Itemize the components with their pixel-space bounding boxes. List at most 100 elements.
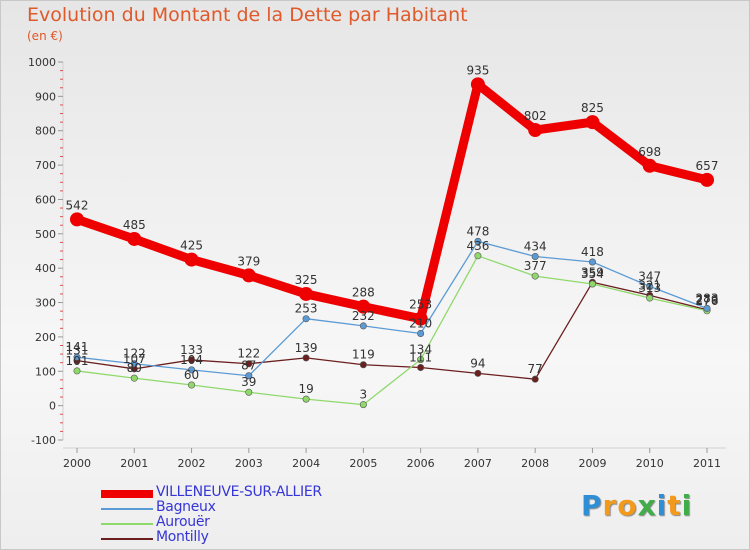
data-label: 104: [180, 353, 203, 367]
data-point: [73, 367, 81, 375]
series-line: [76, 255, 708, 406]
data-point: [470, 77, 485, 92]
data-point: [531, 375, 539, 383]
data-label: 101: [66, 354, 89, 368]
data-label: 141: [66, 340, 89, 354]
y-tick-label: 200: [35, 331, 56, 344]
series-line: [76, 240, 708, 377]
data-point: [588, 258, 596, 266]
data-point: [356, 299, 371, 314]
data-point: [184, 252, 199, 267]
logo-letter: r: [602, 489, 618, 522]
data-label: 122: [123, 347, 146, 361]
data-point: [130, 374, 138, 382]
data-label: 119: [352, 348, 375, 362]
x-tick-label: 2011: [693, 457, 721, 470]
proxiti-logo: Proxiti: [581, 489, 692, 522]
x-tick-label: 2007: [464, 457, 492, 470]
x-tick-label: 2002: [178, 457, 206, 470]
chart-title: Evolution du Montant de la Dette par Hab…: [27, 4, 468, 26]
data-label: 542: [66, 198, 89, 212]
data-label: 60: [184, 368, 199, 382]
series-line: [72, 79, 712, 324]
data-point: [359, 322, 367, 330]
data-label: 347: [638, 269, 661, 283]
legend-label: Bagneux: [156, 499, 216, 515]
x-tick-label: 2008: [521, 457, 549, 470]
data-point: [417, 356, 425, 364]
x-tick-label: 2009: [578, 457, 606, 470]
data-label: 485: [123, 218, 146, 232]
logo-letter: o: [617, 489, 638, 522]
data-label: 935: [466, 63, 489, 77]
legend-label: VILLENEUVE-SUR-ALLIER: [156, 484, 322, 500]
x-tick-label: 2010: [636, 457, 664, 470]
chart-subtitle: (en €): [27, 29, 63, 43]
data-point: [417, 363, 425, 371]
data-label: 657: [696, 159, 719, 173]
data-label: 134: [409, 343, 432, 357]
y-tick-label: 400: [35, 262, 56, 275]
legend-swatch: [101, 537, 153, 540]
data-point: [474, 237, 482, 245]
data-point: [299, 286, 314, 301]
data-point: [70, 212, 84, 227]
data-point: [188, 356, 196, 364]
data-label: 359: [581, 265, 604, 279]
data-label: 354: [581, 267, 604, 281]
legend-swatch: [101, 522, 153, 525]
data-point: [588, 280, 596, 288]
data-point: [245, 372, 253, 380]
legend-swatch: [101, 489, 153, 498]
logo-letter: P: [581, 489, 603, 522]
data-label: 210: [409, 316, 432, 330]
data-point: [646, 282, 654, 290]
data-label: 418: [581, 245, 604, 259]
data-label: 698: [638, 145, 661, 159]
data-label: 436: [466, 239, 489, 253]
x-tick-label: 2001: [120, 457, 148, 470]
data-label: 802: [524, 109, 547, 123]
data-label: 478: [466, 224, 489, 238]
data-label: 232: [352, 309, 375, 323]
data-label: 377: [524, 259, 547, 273]
data-label: 425: [180, 239, 203, 253]
y-tick-label: 700: [35, 159, 56, 172]
legend-label: Montilly: [156, 529, 209, 545]
data-label: 379: [237, 254, 260, 268]
data-point: [646, 294, 654, 302]
logo-letter: i: [681, 489, 693, 522]
data-point: [127, 231, 142, 246]
legend-label: Aurouër: [156, 514, 210, 530]
logo-letter: x: [637, 489, 657, 522]
x-tick-label: 2005: [349, 457, 377, 470]
y-tick-label: 500: [35, 228, 56, 241]
data-label: 94: [470, 356, 485, 370]
data-label: 279: [696, 293, 719, 307]
data-label: 80: [127, 361, 142, 375]
data-label: 283: [696, 291, 719, 305]
data-label: 131: [66, 344, 89, 358]
data-point: [531, 272, 539, 280]
data-point: [73, 353, 81, 361]
data-point: [302, 354, 310, 362]
data-point: [531, 252, 539, 260]
data-label: 276: [696, 294, 719, 308]
data-point: [585, 115, 600, 130]
logo-letter: i: [656, 489, 668, 522]
data-label: 325: [295, 273, 318, 287]
data-label: 87: [241, 359, 256, 373]
y-tick-label: 300: [35, 297, 56, 310]
data-point: [417, 329, 425, 337]
data-label: 825: [581, 101, 604, 115]
data-label: 39: [241, 375, 256, 389]
x-tick-label: 2004: [292, 457, 320, 470]
data-point: [188, 366, 196, 374]
logo-letter: t: [667, 489, 682, 522]
data-point: [359, 361, 367, 369]
data-point: [302, 395, 310, 403]
data-point: [302, 315, 310, 323]
